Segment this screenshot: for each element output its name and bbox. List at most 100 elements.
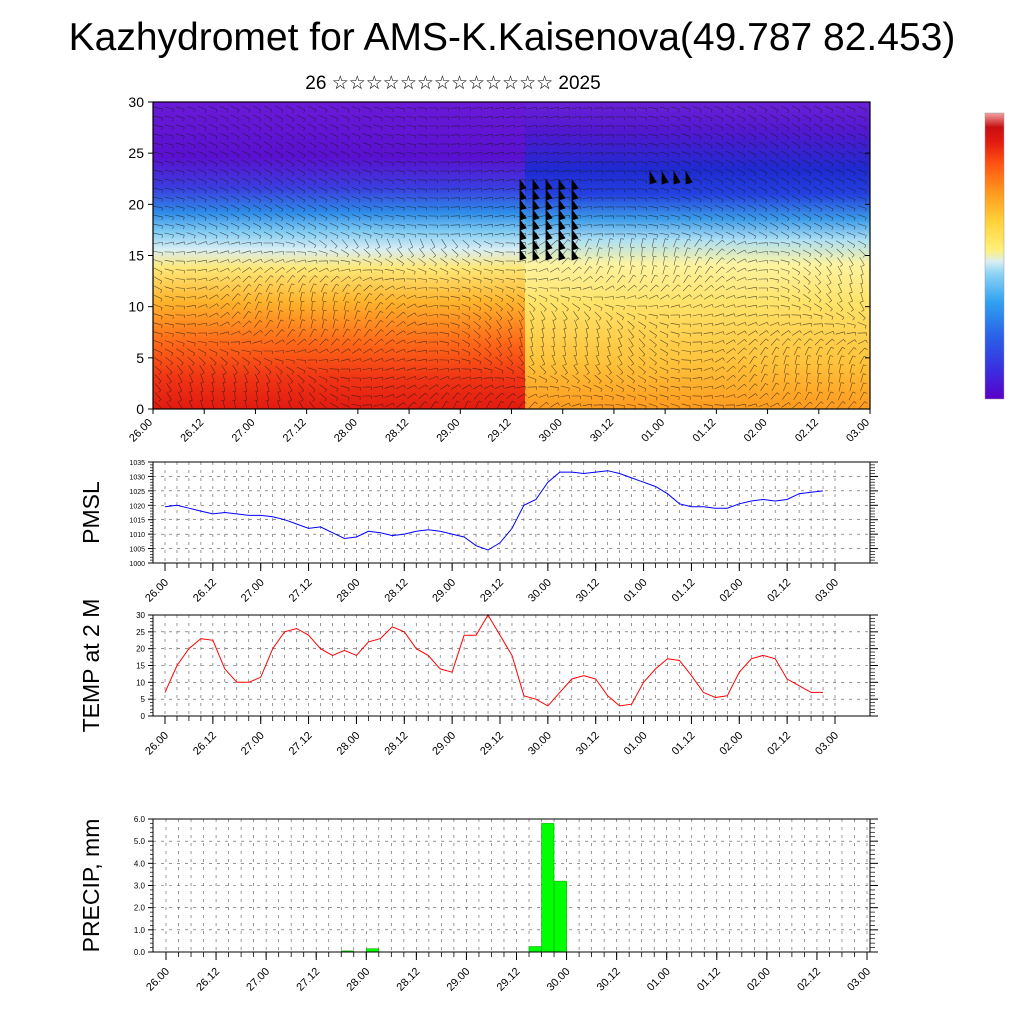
cs-x-tick-label: 29.00 [434, 417, 462, 445]
panel-frame [152, 461, 871, 564]
x-tick-label: 01.12 [670, 577, 698, 605]
y-tick-label: 1035 [129, 460, 145, 467]
x-tick-label: 29.12 [495, 966, 523, 994]
page-subtitle: 26 ☆☆☆☆☆☆☆☆☆☆☆☆☆ 2025 [305, 73, 601, 94]
y-tick-label: 1005 [129, 547, 145, 554]
y-tick-label: 25 [136, 628, 145, 637]
x-tick-label: 27.00 [239, 577, 267, 605]
x-tick-label: 30.00 [526, 577, 554, 605]
y-tick-label: 4.0 [134, 859, 146, 868]
x-tick-label: 30.00 [526, 730, 554, 758]
series-line [164, 470, 824, 551]
cs-y-tick-label: 10 [128, 299, 144, 315]
x-tick-label: 26.12 [194, 966, 222, 994]
x-tick-label: 29.00 [430, 730, 458, 758]
cs-x-tick-label: 26.00 [127, 417, 155, 445]
x-tick-label: 30.12 [574, 730, 602, 758]
page-title: Kazhydromet for AMS-K.Kaisenova(49.787 8… [68, 16, 956, 59]
x-tick-label: 01.00 [622, 730, 650, 758]
cs-y-tick-label: 0 [136, 401, 144, 417]
cs-x-tick-label: 26.12 [178, 417, 206, 445]
x-tick-label: 30.00 [545, 966, 573, 994]
y-axis-title: TEMP at 2 M [78, 599, 104, 733]
precip-bar [541, 823, 555, 953]
y-tick-label: 1020 [129, 503, 145, 510]
x-tick-label: 28.12 [382, 577, 410, 605]
x-tick-label: 26.12 [191, 577, 219, 605]
x-tick-label: 28.12 [382, 730, 410, 758]
x-tick-label: 27.00 [244, 966, 272, 994]
color-bar [984, 112, 1005, 400]
y-tick-label: 5 [141, 695, 146, 704]
x-tick-label: 29.12 [478, 577, 506, 605]
x-tick-label: 02.00 [717, 730, 745, 758]
y-tick-label: 1015 [129, 518, 145, 525]
x-tick-label: 26.00 [143, 577, 171, 605]
x-tick-label: 28.00 [335, 730, 363, 758]
y-tick-label: 1000 [129, 561, 145, 568]
x-tick-label: 27.12 [294, 966, 322, 994]
x-tick-label: 02.12 [765, 730, 793, 758]
y-tick-label: 1010 [129, 532, 145, 539]
y-tick-label: 5.0 [134, 837, 146, 846]
x-tick-label: 28.00 [344, 966, 372, 994]
cs-x-tick-label: 27.12 [281, 417, 309, 445]
pmsl-panel: 1000 1005 1010 1015 1020 1025 1030 1035 26.00 26.… [78, 460, 878, 605]
series-line [164, 614, 823, 707]
cs-x-tick-label: 30.00 [537, 417, 565, 445]
y-axis-title: PRECIP, mm [78, 819, 104, 953]
x-tick-label: 02.12 [765, 577, 793, 605]
x-tick-label: 03.00 [813, 730, 841, 758]
x-tick-label: 01.12 [695, 966, 723, 994]
x-tick-label: 01.12 [670, 730, 698, 758]
wind-barb-field [153, 105, 868, 409]
y-tick-label: 1025 [129, 489, 145, 496]
cs-x-tick-label: 02.00 [742, 417, 770, 445]
y-tick-label: 2.0 [134, 904, 146, 913]
wind-barbs [153, 105, 868, 409]
y-tick-label: 0.0 [134, 948, 146, 957]
x-tick-label: 28.00 [335, 577, 363, 605]
y-tick-label: 10 [136, 678, 145, 687]
y-tick-label: 20 [136, 645, 145, 654]
x-tick-label: 27.12 [287, 730, 315, 758]
cs-x-tick-label: 29.12 [486, 417, 514, 445]
y-tick-label: 15 [136, 662, 145, 671]
y-tick-label: 6.0 [134, 815, 146, 824]
cs-x-tick-label: 03.00 [844, 417, 872, 445]
x-tick-label: 29.00 [430, 577, 458, 605]
x-tick-label: 03.00 [845, 966, 873, 994]
cs-x-tick-label: 27.00 [230, 417, 258, 445]
y-tick-label: 0 [141, 712, 146, 721]
x-tick-label: 29.12 [478, 730, 506, 758]
y-tick-label: 1030 [129, 474, 145, 481]
cs-y-tick-label: 30 [128, 94, 144, 110]
y-tick-label: 3.0 [134, 882, 146, 891]
precip-bar [553, 880, 567, 953]
cs-x-tick-label: 28.00 [332, 417, 360, 445]
cs-x-tick-label: 30.12 [588, 417, 616, 445]
x-tick-label: 02.12 [795, 966, 823, 994]
cs-x-tick-label: 02.12 [793, 417, 821, 445]
y-axis-title: PMSL [78, 481, 104, 544]
x-tick-label: 30.12 [574, 577, 602, 605]
x-tick-label: 01.00 [645, 966, 673, 994]
x-tick-label: 26.12 [191, 730, 219, 758]
temp-panel: 0 5 10 15 20 25 30 26.00 26.12 27.00 27.12 28.00 28.… [78, 599, 878, 758]
precip-panel: 0.0 1.0 2.0 3.0 4.0 5.0 6.0 26.00 26.12 27.00 27.1… [78, 815, 878, 994]
cs-x-tick-label: 01.00 [639, 417, 667, 445]
x-tick-label: 27.12 [287, 577, 315, 605]
cross-section-panel: 0 5 10 15 20 25 30 26.00 26.12 27.00 27.12 28.00 28.… [127, 94, 872, 445]
x-tick-label: 26.00 [144, 966, 172, 994]
y-tick-label: 1.0 [134, 926, 146, 935]
x-tick-label: 29.00 [445, 966, 473, 994]
x-tick-label: 26.00 [143, 730, 171, 758]
x-tick-label: 30.12 [595, 966, 623, 994]
precip-bar [528, 946, 542, 953]
x-tick-label: 01.00 [622, 577, 650, 605]
x-tick-label: 28.12 [395, 966, 423, 994]
cs-y-tick-label: 20 [128, 196, 144, 212]
cs-x-tick-label: 01.12 [691, 417, 719, 445]
wind-barb-flags [519, 170, 693, 261]
